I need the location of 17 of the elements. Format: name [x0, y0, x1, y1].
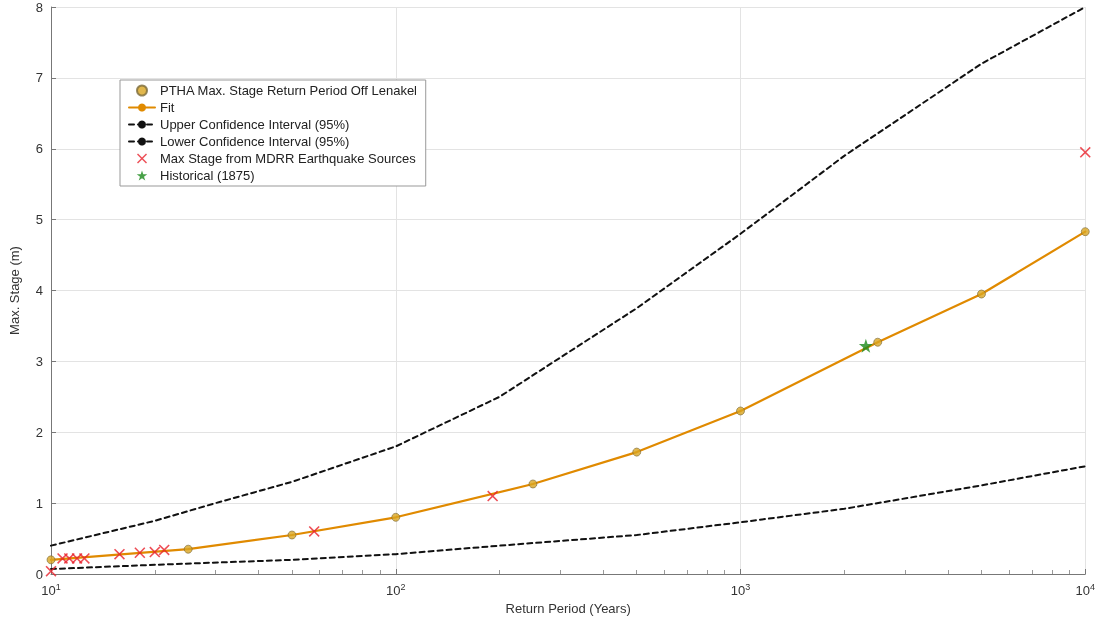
y-tick-label: 4 [35, 283, 43, 298]
legend-label: Lower Confidence Interval (95%) [160, 134, 350, 149]
legend-label: Historical (1875) [160, 168, 255, 183]
y-tick-label: 1 [35, 495, 43, 511]
legend-label: Max Stage from MDRR Earthquake Sources [160, 151, 417, 166]
legend-label: PTHA Max. Stage Return Period Off Lenakel [160, 83, 418, 98]
y-tick-label: 0 [35, 566, 43, 582]
legend-label: Upper Confidence Interval (95%) [160, 117, 350, 132]
y-axis-title: Max. Stage (m) [7, 246, 22, 335]
legend-label: Fit [160, 100, 175, 115]
x-axis-title: Return Period (Years) [505, 601, 631, 616]
y-tick-label: 5 [35, 212, 43, 228]
y-tick-label: 6 [35, 141, 43, 157]
y-tick-label: 8 [35, 0, 43, 15]
y-tick-label: 2 [35, 424, 43, 440]
y-tick-label: 7 [35, 70, 43, 86]
y-tick-label: 3 [35, 353, 43, 369]
